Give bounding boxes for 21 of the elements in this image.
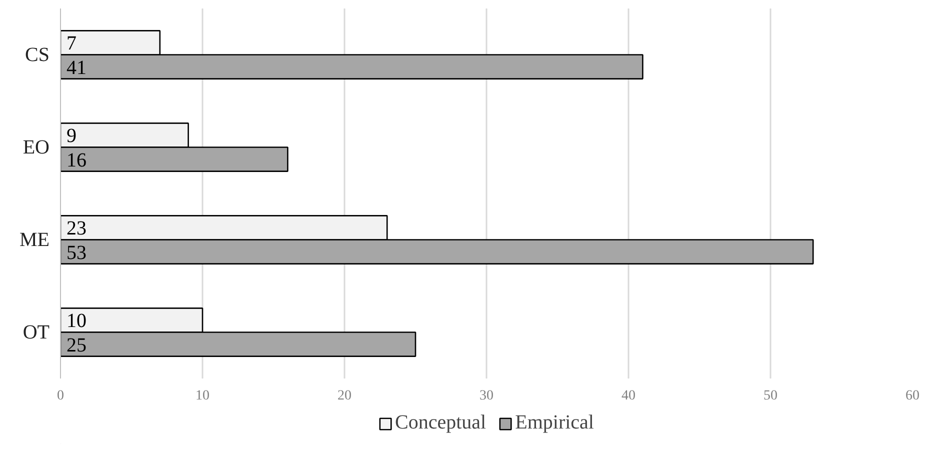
y-tick-label: OT <box>22 321 50 344</box>
data-label: 23 <box>66 218 86 240</box>
data-label: 9 <box>66 125 76 148</box>
data-label: 53 <box>66 242 86 264</box>
data-label: 41 <box>66 56 86 79</box>
y-tick-label: CS <box>25 44 50 66</box>
x-tick-label: 30 <box>480 388 494 404</box>
data-label: 10 <box>66 310 86 332</box>
legend-label: Empirical <box>515 412 594 434</box>
y-tick-label: EO <box>22 136 50 158</box>
y-tick-label: ME <box>20 228 50 251</box>
legend-label: Conceptual <box>395 412 486 434</box>
data-label: 16 <box>66 149 86 172</box>
x-tick-label: 20 <box>338 388 352 404</box>
x-tick-label: 50 <box>764 388 778 404</box>
x-tick-label: 60 <box>906 388 920 404</box>
data-label: 25 <box>66 334 86 356</box>
data-label: 7 <box>66 32 76 55</box>
x-tick-label: 10 <box>196 388 210 404</box>
x-tick-label: 0 <box>57 388 64 404</box>
x-tick-label: 40 <box>622 388 636 404</box>
